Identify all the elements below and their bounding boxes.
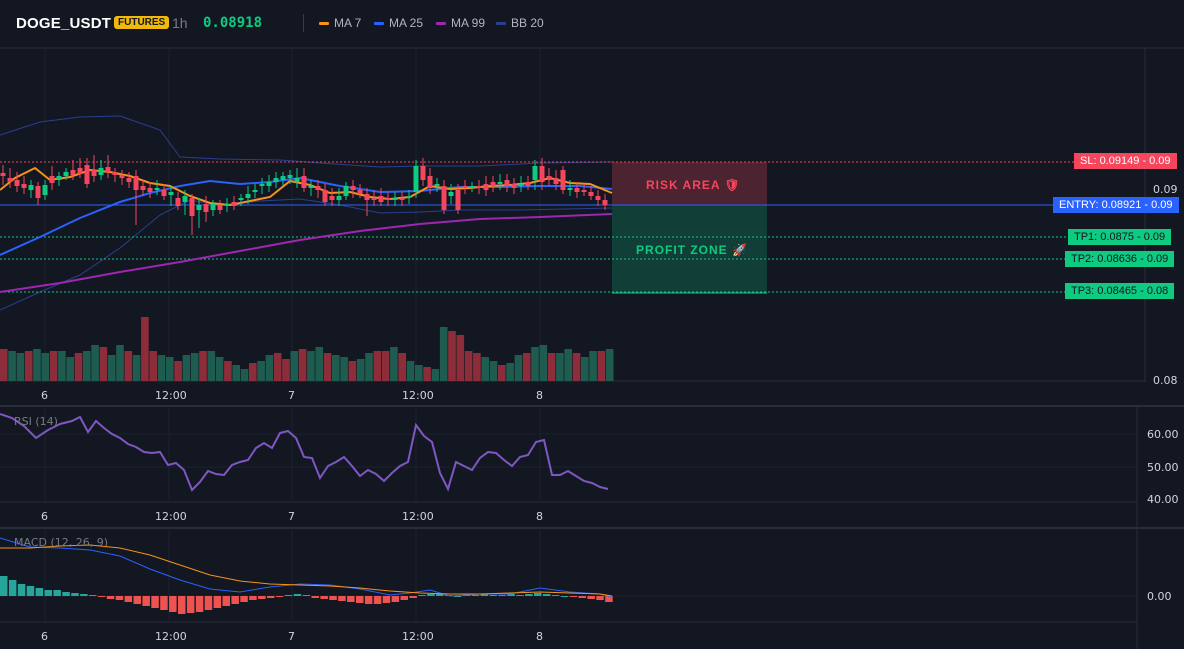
legend-ma99[interactable]: MA 99 [436, 16, 485, 30]
chart-header: DOGE_USDT FUTURES 1h 0.08918 MA 7 MA 25 … [0, 0, 1184, 48]
tp2-label: TP2: 0.08636 - 0.09 [1065, 251, 1175, 267]
time-axis-tick: 8 [536, 389, 543, 402]
time-axis-tick: 6 [41, 389, 48, 402]
futures-badge: FUTURES [114, 16, 170, 29]
legend-ma99-label: MA 99 [451, 16, 486, 30]
time-axis-tick: 12:00 [155, 510, 187, 523]
macd-line [0, 537, 613, 598]
price-axis-tick-bottom: 0.08 [1153, 374, 1178, 387]
time-axis-tick: 12:00 [155, 630, 187, 643]
macd-signal-line [0, 544, 613, 597]
legend-ma25[interactable]: MA 25 [374, 16, 423, 30]
candlestick-series [0, 155, 608, 235]
legend-ma25-label: MA 25 [389, 16, 424, 30]
bb20-swatch [496, 21, 506, 25]
time-axis-tick: 8 [536, 630, 543, 643]
time-axis-tick: 12:00 [402, 630, 434, 643]
ma25-line [0, 176, 613, 256]
ma99-swatch [436, 21, 446, 25]
legend-bb20-label: BB 20 [511, 16, 544, 30]
macd-histogram [0, 576, 613, 614]
rsi-label: RSI (14) [14, 415, 58, 428]
timeframe-selector[interactable]: 1h [172, 15, 188, 31]
macd-tick: 0.00 [1147, 590, 1172, 603]
rsi-tick: 40.00 [1147, 493, 1179, 506]
risk-area-zone [612, 162, 767, 206]
last-price: 0.08918 [203, 15, 263, 31]
time-axis-tick: 6 [41, 510, 48, 523]
rsi-tick: 50.00 [1147, 461, 1179, 474]
ma25-swatch [374, 21, 384, 25]
rsi-line [0, 413, 609, 492]
time-axis-tick: 7 [288, 389, 295, 402]
sl-label: SL: 0.09149 - 0.09 [1074, 153, 1177, 169]
time-axis-tick: 12:00 [402, 389, 434, 402]
price-axis-tick-top: 0.09 [1153, 183, 1178, 196]
symbol-name[interactable]: DOGE_USDT [16, 15, 112, 32]
profit-zone [612, 206, 767, 293]
entry-label: ENTRY: 0.08921 - 0.09 [1053, 197, 1179, 213]
tp3-label: TP3: 0.08465 - 0.08 [1065, 283, 1175, 299]
risk-area-label: RISK AREA 🛡 [646, 178, 741, 192]
legend-ma7-label: MA 7 [334, 16, 362, 30]
time-axis-tick: 6 [41, 630, 48, 643]
time-axis-tick: 12:00 [155, 389, 187, 402]
time-axis-tick: 7 [288, 510, 295, 523]
tp1-label: TP1: 0.0875 - 0.09 [1068, 229, 1172, 245]
time-axis-tick: 7 [288, 630, 295, 643]
macd-label: MACD (12, 26, 9) [14, 536, 109, 549]
bb-lower-line [0, 198, 613, 311]
legend-ma7[interactable]: MA 7 [319, 16, 361, 30]
header-divider [303, 14, 304, 32]
time-axis-tick: 8 [536, 510, 543, 523]
volume-series [0, 317, 614, 381]
legend-bb20[interactable]: BB 20 [496, 16, 544, 30]
bb-upper-line [0, 115, 613, 168]
rsi-tick: 60.00 [1147, 428, 1179, 441]
time-axis-tick: 12:00 [402, 510, 434, 523]
profit-zone-label: PROFIT ZONE 🚀 [636, 243, 748, 257]
ma99-line [0, 213, 613, 293]
ma7-swatch [319, 21, 329, 25]
